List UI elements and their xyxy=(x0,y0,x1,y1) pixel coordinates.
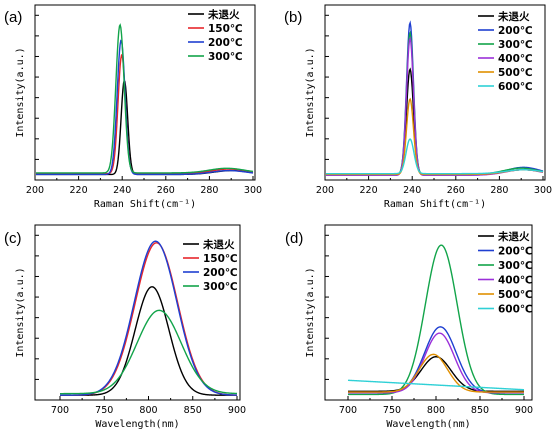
legend-entry: 600℃ xyxy=(498,81,533,93)
x-tick-label: 260 xyxy=(447,185,465,196)
chart-panel-2: 200 220 240 260 280 300 (b) Raman Shift(cm⁻¹) In… xyxy=(284,4,552,210)
series-line xyxy=(348,326,524,394)
legend-entry: 150℃ xyxy=(208,23,243,35)
x-tick-label: 850 xyxy=(184,405,202,416)
x-tick-label: 280 xyxy=(490,185,508,196)
x-tick-label: 700 xyxy=(51,405,69,416)
y-axis-label: Intensity(a.u.) xyxy=(15,267,26,357)
x-tick-label: 800 xyxy=(139,405,157,416)
y-axis-label: Intensity(a.u.) xyxy=(305,267,316,357)
series-line xyxy=(36,78,254,176)
x-tick-label: 240 xyxy=(113,185,131,196)
series-line xyxy=(36,39,254,176)
x-tick-label: 200 xyxy=(26,185,44,196)
legend-entry: 未退火 xyxy=(202,238,235,251)
chart-panel-4: 700 750 800 850 900 (d) Wavelength(nm) Intensit… xyxy=(285,224,533,430)
x-tick-label: 800 xyxy=(427,405,445,416)
legend-entry: 未退火 xyxy=(207,8,240,21)
series-line xyxy=(326,138,544,175)
x-axis-label: Wavelength(nm) xyxy=(386,419,470,430)
x-tick-label: 260 xyxy=(157,185,175,196)
x-tick-label: 750 xyxy=(95,405,113,416)
x-axis-label: Wavelength(nm) xyxy=(95,419,179,430)
x-tick-label: 900 xyxy=(228,405,246,416)
x-tick-label: 220 xyxy=(70,185,88,196)
plot-frame xyxy=(34,4,256,181)
panel-label: (b) xyxy=(284,9,302,26)
series-line xyxy=(348,356,524,392)
legend-entry: 500℃ xyxy=(498,67,533,79)
x-axis-label: Raman Shift(cm⁻¹) xyxy=(384,199,486,210)
series-line xyxy=(348,332,524,394)
x-tick-label: 700 xyxy=(339,405,357,416)
legend-entry: 200℃ xyxy=(203,267,238,279)
x-tick-label: 280 xyxy=(200,185,218,196)
chart-panel-3: 700 750 800 850 900 (c) Wavelength(nm) Intensit… xyxy=(4,224,246,430)
panel-label: (c) xyxy=(4,230,22,247)
legend-entry: 200℃ xyxy=(498,25,533,37)
series-line xyxy=(326,97,544,176)
series-line xyxy=(36,53,254,175)
x-axis-label: Raman Shift(cm⁻¹) xyxy=(94,199,196,210)
series-line xyxy=(60,240,238,396)
x-tick-label: 200 xyxy=(316,185,334,196)
legend-entry: 500℃ xyxy=(498,289,533,301)
x-tick-label: 850 xyxy=(471,405,489,416)
legend-entry: 300℃ xyxy=(498,39,533,51)
y-axis-label: Intensity(a.u.) xyxy=(305,47,316,137)
panel-label: (d) xyxy=(285,230,303,247)
legend-entry: 200℃ xyxy=(208,37,243,49)
series-line xyxy=(347,379,525,391)
x-tick-label: 300 xyxy=(244,185,262,196)
legend-entry: 150℃ xyxy=(203,253,238,265)
legend-entry: 400℃ xyxy=(498,275,533,287)
legend-entry: 未退火 xyxy=(497,10,530,23)
panel-label: (a) xyxy=(4,9,22,26)
series-line xyxy=(60,286,237,396)
series-line xyxy=(348,353,524,393)
x-tick-label: 900 xyxy=(515,405,533,416)
y-axis-label: Intensity(a.u.) xyxy=(15,47,26,137)
legend-entry: 300℃ xyxy=(203,281,238,293)
chart-panel-1: 200 220 240 260 280 300 (a) Raman Shift(cm⁻¹) In… xyxy=(4,4,262,210)
x-tick-label: 240 xyxy=(403,185,421,196)
legend-entry: 未退火 xyxy=(497,230,530,243)
x-tick-label: 220 xyxy=(360,185,378,196)
series-line xyxy=(36,23,254,174)
plot-frame xyxy=(34,224,241,401)
legend-entry: 300℃ xyxy=(208,51,243,63)
x-tick-label: 750 xyxy=(383,405,401,416)
x-tick-label: 300 xyxy=(534,185,552,196)
legend-entry: 400℃ xyxy=(498,53,533,65)
legend-entry: 300℃ xyxy=(498,260,533,272)
series-line xyxy=(348,244,524,396)
series-line xyxy=(60,309,238,395)
legend-entry: 200℃ xyxy=(498,246,533,258)
legend-entry: 600℃ xyxy=(498,304,533,316)
plot-frame xyxy=(324,4,546,181)
plot-frame xyxy=(324,224,533,401)
